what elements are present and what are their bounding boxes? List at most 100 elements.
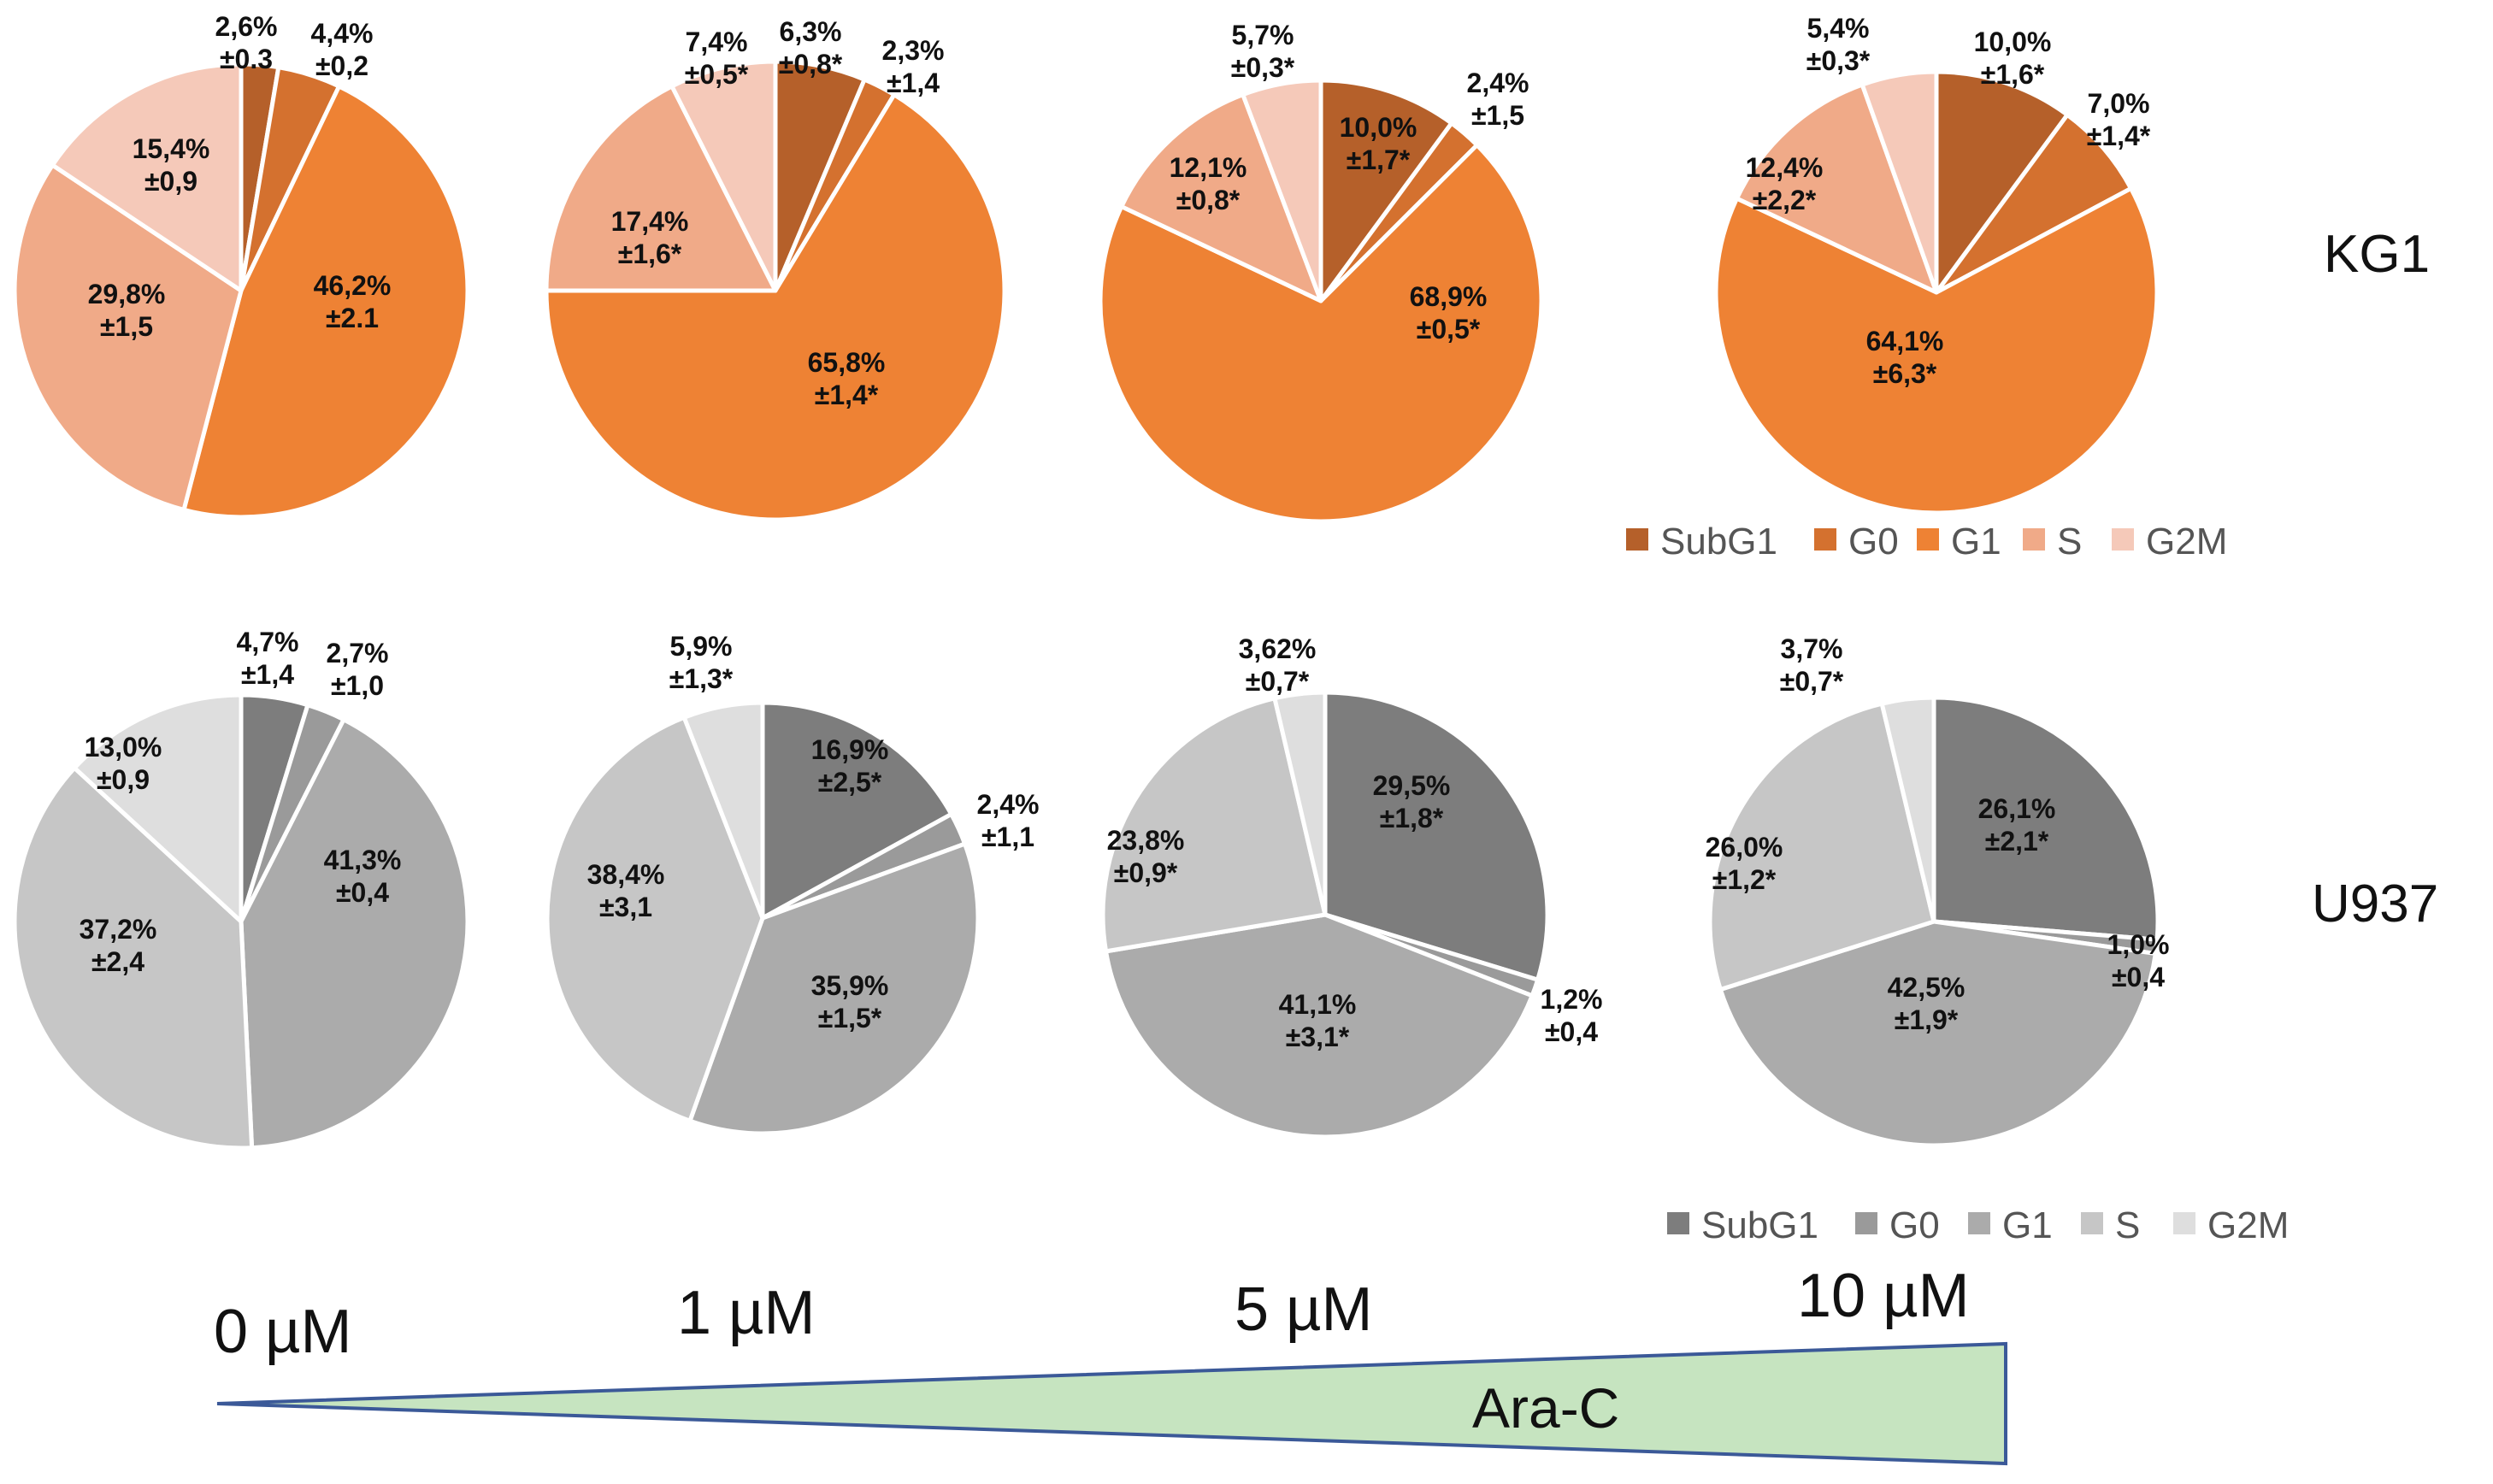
pie-u937-5: 16,9% ±2,5* 2,4% ±1,1 35,9% ±1,5* 38,4% ±3,1 5,9… [545, 631, 1040, 1136]
legend-label-g2m: G2M [2207, 1204, 2289, 1246]
pie-kg1-0: 2,6% ±0.3 4,4% ±0,2 46,2% ±2.1 29,8% ±1,5 15,4% ±… [12, 11, 470, 520]
slice-label-g1: 42,5% ±1,9* [1888, 972, 1966, 1035]
slice-g1 [687, 841, 981, 1136]
slice-label-g2m: 5,9% ±1,3* [669, 631, 734, 694]
legend-label-g2m: G2M [2146, 521, 2227, 562]
slice-g1 [239, 717, 470, 1151]
slice-label-g1: 41,3% ±0,4 [324, 845, 402, 908]
slice-g2m [669, 59, 778, 293]
legend-label-g1: G1 [1951, 521, 2001, 562]
slice-label-g0: 2,4% ±1,1 [977, 789, 1040, 852]
slice-label-g0: 2,3% ±1,4 [882, 35, 945, 98]
legend-kg1: SubG1 G0 G1 S G2M [1626, 521, 2227, 562]
slice-label-subg1: 6,3% ±0,8* [779, 16, 843, 80]
slice-label-g1: 35,9% ±1,5* [811, 970, 889, 1034]
slice-label-g2m: 13,0% ±0,9 [85, 732, 162, 795]
slice-g1 [544, 92, 1007, 522]
slice-g2m [72, 692, 244, 924]
slice-label-g0: 2,7% ±1,0 [327, 638, 389, 701]
legend-swatch-g0 [1814, 528, 1836, 551]
slice-g2m [50, 62, 244, 293]
slice-g2m [1859, 69, 1939, 295]
row-label-kg1: KG1 [2324, 225, 2430, 284]
slice-label-g1: 68,9% ±0,5* [1410, 281, 1488, 344]
slice-subg1 [1934, 69, 2070, 295]
slice-label-s: 17,4% ±1,6* [611, 206, 689, 269]
slice-label-g2m: 15,4% ±0,9 [133, 133, 210, 197]
slice-label-s: 12,4% ±2,2* [1746, 152, 1824, 215]
dose-label-0: 0 µM [214, 1298, 352, 1366]
pie-u937-4: 4,7% ±1,4 2,7% ±1,0 41,3% ±0,4 37,2% ±2,4 13,0% ±… [12, 627, 470, 1151]
drug-label: Ara-C [1472, 1376, 1619, 1440]
slice-label-subg1: 29,5% ±1,8* [1373, 770, 1451, 833]
dose-label-2: 5 µM [1235, 1275, 1373, 1344]
slice-s [1119, 92, 1323, 303]
slice-label-g1: 46,2% ±2.1 [314, 270, 392, 333]
legend-label-g0: G0 [1848, 521, 1899, 562]
legend-label-subg1: SubG1 [1701, 1204, 1818, 1246]
legend-label-subg1: SubG1 [1660, 521, 1777, 562]
slice-g2m [1241, 78, 1323, 303]
pie-u937-6: 29,5% ±1,8* 1,2% ±0,4 41,1% ±3,1* 23,8% ±0,9* 3,… [1100, 633, 1603, 1140]
pie-kg1-3: 10,0% ±1,6* 7,0% ±1,4* 64,1% ±6,3* 12,4% ±2,2* 5… [1713, 13, 2160, 515]
slice-g1 [1713, 186, 2160, 515]
slice-label-g2m: 5,7% ±0,3* [1231, 20, 1295, 83]
slice-g2m [1879, 695, 1936, 924]
legend-swatch-g2m [2112, 528, 2134, 551]
slice-subg1 [760, 700, 954, 921]
pie-kg1-2: 10,0% ±1,7* 2,4% ±1,5 68,9% ±0,5* 12,1% ±0,8* 5,… [1098, 20, 1544, 524]
slice-label-g2m: 5,4% ±0,3* [1806, 13, 1871, 76]
slice-label-g2m: 3,62% ±0,7* [1239, 633, 1317, 697]
pie-kg1-1: 6,3% ±0,8* 2,3% ±1,4 65,8% ±1,4* 17,4% ±1,6* 7,4… [544, 16, 1007, 522]
pie-charts: 2,6% ±0.3 4,4% ±0,2 46,2% ±2.1 29,8% ±1,5 15,4% ±… [12, 11, 2170, 1151]
slice-label-s: 12,1% ±0,8* [1170, 152, 1247, 215]
slice-s [1735, 82, 1939, 295]
slice-subg1 [1318, 78, 1454, 303]
slice-label-g1: 65,8% ±1,4* [808, 347, 886, 410]
legend-label-g1: G1 [2002, 1204, 2053, 1246]
legend-label-s: S [2057, 521, 2082, 562]
slice-label-s: 38,4% ±3,1 [587, 859, 665, 922]
slice-label-g2m: 3,7% ±0,7* [1780, 633, 1844, 697]
slice-label-g0: 7,0% ±1,4* [2087, 88, 2151, 151]
slice-label-g2m: 7,4% ±0,5* [685, 26, 749, 90]
ara-c-concentration-ramp [216, 1341, 2007, 1466]
slice-g1 [181, 84, 470, 520]
slice-g2m [1272, 690, 1328, 917]
slice-label-s: 29,8% ±1,5 [88, 279, 166, 342]
slice-s [12, 765, 255, 1151]
legend-swatch-s [2023, 528, 2045, 551]
legend-swatch-s [2081, 1212, 2103, 1234]
row-label-u937: U937 [2312, 874, 2438, 933]
dose-label-1: 1 µM [677, 1279, 816, 1347]
slice-label-g1: 64,1% ±6,3* [1866, 326, 1944, 389]
slice-label-g0: 1,0% ±0,4 [2107, 929, 2170, 992]
slice-s [544, 84, 778, 293]
slice-subg1 [1931, 695, 2160, 942]
legend-swatch-g2m [2173, 1212, 2195, 1234]
slice-g1 [1098, 143, 1544, 524]
slice-label-s: 26,0% ±1,2* [1706, 832, 1783, 895]
slice-s [12, 162, 244, 512]
dose-labels: 0 µM 1 µM 5 µM 10 µM [214, 1262, 1970, 1366]
legend-label-g0: G0 [1889, 1204, 1940, 1246]
dose-label-3: 10 µM [1797, 1262, 1970, 1330]
legend-label-s: S [2115, 1204, 2140, 1246]
slice-s [1100, 696, 1328, 954]
slice-label-subg1: 16,9% ±2,5* [811, 734, 889, 798]
legend-swatch-subg1 [1667, 1212, 1689, 1234]
slice-s [1707, 701, 1936, 992]
slice-g1 [1718, 919, 2158, 1148]
legend-u937: SubG1 G0 G1 S G2M [1667, 1204, 2289, 1246]
slice-g1 [1104, 912, 1535, 1140]
slice-label-g1: 41,1% ±3,1* [1279, 989, 1357, 1052]
pie-u937-7: 26,1% ±2,1* 1,0% ±0,4 42,5% ±1,9* 26,0% ±1,2* 3,… [1706, 633, 2170, 1148]
slice-label-subg1: 10,0% ±1,7* [1340, 112, 1417, 175]
slice-label-g0: 2,4% ±1,5 [1467, 68, 1529, 131]
legend-swatch-g0 [1855, 1212, 1877, 1234]
slice-label-g0: 1,2% ±0,4 [1541, 984, 1603, 1047]
slice-label-subg1: 10,0% ±1,6* [1974, 26, 2052, 90]
legend-swatch-g1 [1917, 528, 1939, 551]
slice-label-subg1: 2,6% ±0.3 [215, 11, 278, 74]
